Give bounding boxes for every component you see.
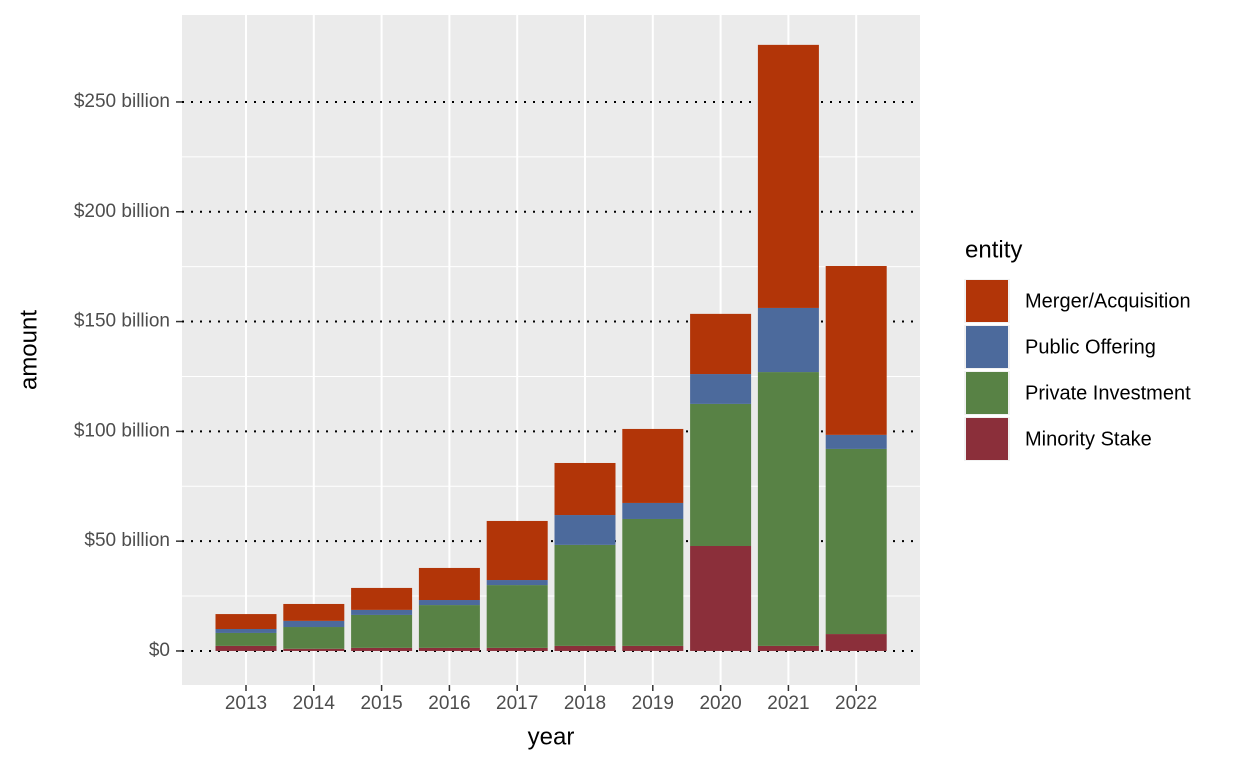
bar-segment [622, 502, 684, 519]
bar-segment [622, 645, 684, 651]
x-tick-label: 2016 [428, 693, 470, 714]
x-tick-label: 2019 [632, 693, 674, 714]
bar-segment [351, 614, 413, 648]
legend-label: Minority Stake [1025, 428, 1152, 450]
bar-segment [486, 520, 548, 581]
bar-segment [825, 266, 887, 435]
bar-segment [554, 645, 616, 651]
bar-segment [486, 585, 548, 648]
bar-segment [215, 614, 277, 630]
x-axis-title: year [528, 723, 575, 750]
bar-segment [351, 587, 413, 610]
x-tick-label: 2018 [564, 693, 606, 714]
bar-segment [418, 647, 480, 651]
y-axis-title: amount [15, 310, 42, 390]
bar-segment [283, 627, 345, 649]
legend-key [966, 372, 1008, 414]
y-tick-label: $150 billion [74, 311, 170, 332]
legend-key [966, 326, 1008, 368]
x-tick-label: 2017 [496, 693, 538, 714]
bar-segment [554, 515, 616, 545]
x-tick-label: 2014 [293, 693, 336, 714]
bar-segment [283, 648, 345, 651]
bar-segment [825, 634, 887, 651]
x-tick-label: 2013 [225, 693, 267, 714]
bar-segment [690, 374, 752, 404]
bar-segment [757, 44, 819, 308]
bar-segment [351, 609, 413, 615]
bar-segment [622, 428, 684, 503]
bar-segment [554, 544, 616, 646]
bar-segment [418, 567, 480, 601]
legend-title: entity [965, 236, 1022, 263]
bar-segment [351, 647, 413, 651]
x-tick-label: 2022 [835, 693, 877, 714]
x-tick-label: 2020 [699, 693, 741, 714]
legend-label: Public Offering [1025, 336, 1156, 358]
y-tick-label: $100 billion [74, 420, 170, 441]
y-tick-label: $200 billion [74, 201, 170, 222]
bar-segment [825, 448, 887, 635]
y-tick-label: $250 billion [74, 91, 170, 112]
bar-segment [825, 434, 887, 449]
bar-segment [622, 518, 684, 646]
bar-segment [283, 603, 345, 621]
y-tick-label: $50 billion [84, 530, 170, 551]
legend-label: Private Investment [1025, 382, 1191, 404]
x-tick-label: 2021 [767, 693, 809, 714]
bar-segment [283, 620, 345, 628]
bar-segment [757, 307, 819, 373]
bar-segment [215, 645, 277, 651]
bar-segment [554, 462, 616, 516]
x-tick-label: 2015 [360, 693, 402, 714]
legend-key [966, 280, 1008, 322]
bar-segment [757, 372, 819, 646]
legend-label: Merger/Acquisition [1025, 290, 1191, 312]
bar-segment [690, 403, 752, 546]
bar-segment [486, 647, 548, 651]
bar-segment [690, 545, 752, 651]
bar-segment [215, 629, 277, 633]
bar-segment [757, 645, 819, 651]
bar-segment [418, 605, 480, 648]
bar-segment [486, 580, 548, 586]
bar-segment [215, 632, 277, 646]
bar-segment [418, 600, 480, 606]
y-tick-label: $0 [149, 640, 170, 661]
bar-segment [690, 313, 752, 375]
legend-key [966, 418, 1008, 460]
